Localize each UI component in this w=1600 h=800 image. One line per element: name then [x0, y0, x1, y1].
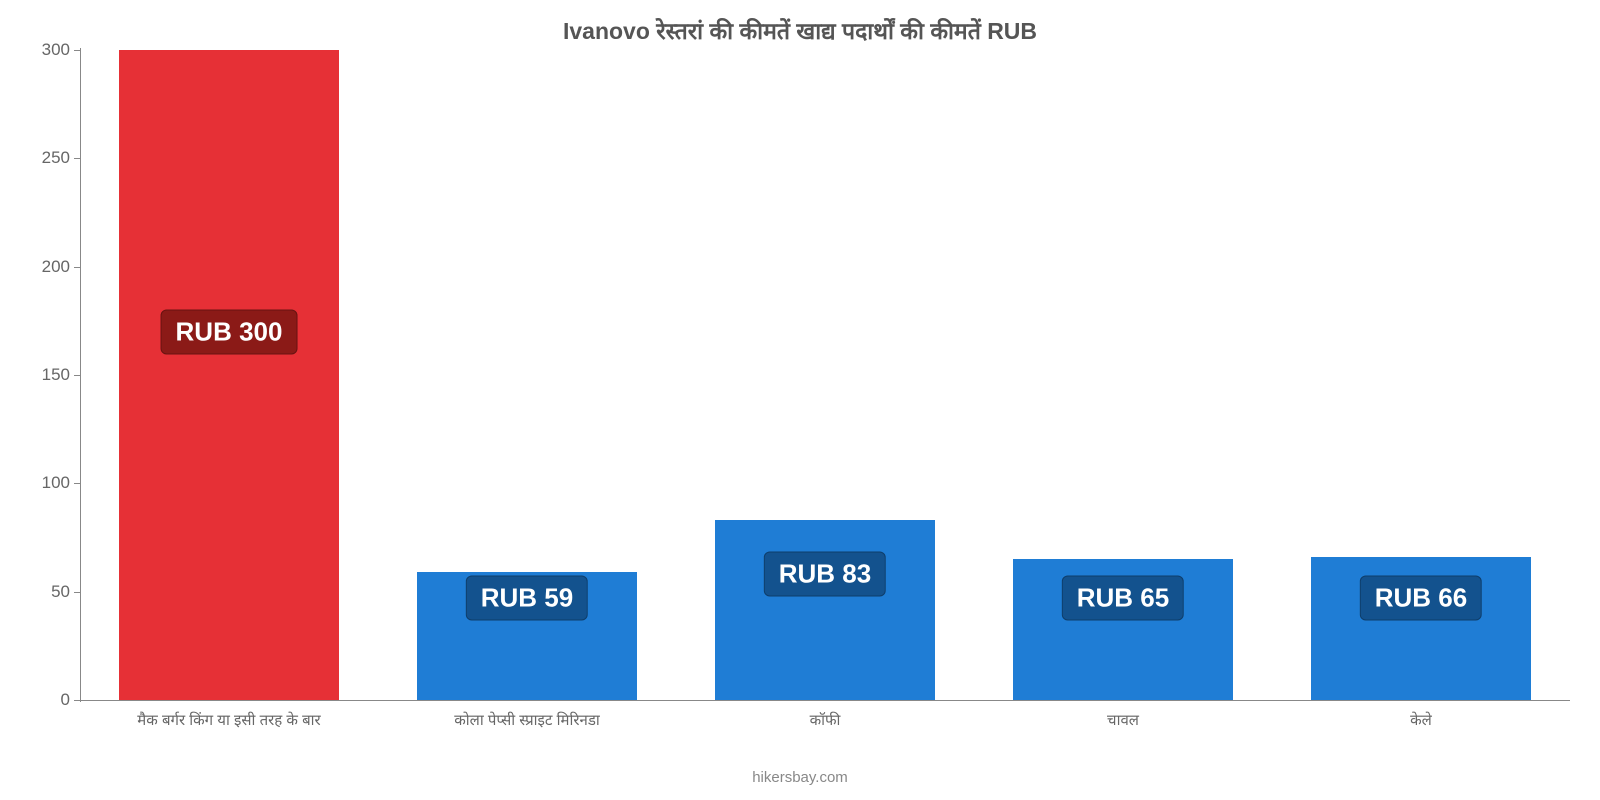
- value-label: RUB 59: [466, 576, 588, 621]
- value-label: RUB 66: [1360, 576, 1482, 621]
- ytick-label: 100: [42, 473, 70, 493]
- x-category-label: केले: [1410, 710, 1432, 730]
- ytick-label: 0: [61, 690, 70, 710]
- value-label: RUB 300: [161, 309, 298, 354]
- x-category-label: मैक बर्गर किंग या इसी तरह के बार: [137, 710, 320, 730]
- chart-title: Ivanovo रेस्तरां की कीमतें खाद्य पदार्थो…: [0, 14, 1600, 46]
- x-category-label: चावल: [1107, 710, 1139, 730]
- plot-area: [80, 50, 1570, 700]
- x-category-label: कॉफी: [810, 710, 841, 730]
- ytick-label: 250: [42, 148, 70, 168]
- value-label: RUB 65: [1062, 576, 1184, 621]
- value-label: RUB 83: [764, 552, 886, 597]
- bar: [715, 520, 935, 700]
- ytick-label: 200: [42, 257, 70, 277]
- bar: [119, 50, 339, 700]
- footer-text: hikersbay.com: [0, 769, 1600, 786]
- x-axis: [80, 700, 1570, 701]
- x-category-label: कोला पेप्सी स्प्राइट मिरिनडा: [454, 710, 600, 730]
- ytick-label: 150: [42, 365, 70, 385]
- ytick-label: 300: [42, 40, 70, 60]
- chart-container: Ivanovo रेस्तरां की कीमतें खाद्य पदार्थो…: [0, 0, 1600, 800]
- ytick-mark: [74, 700, 80, 701]
- ytick-label: 50: [51, 582, 70, 602]
